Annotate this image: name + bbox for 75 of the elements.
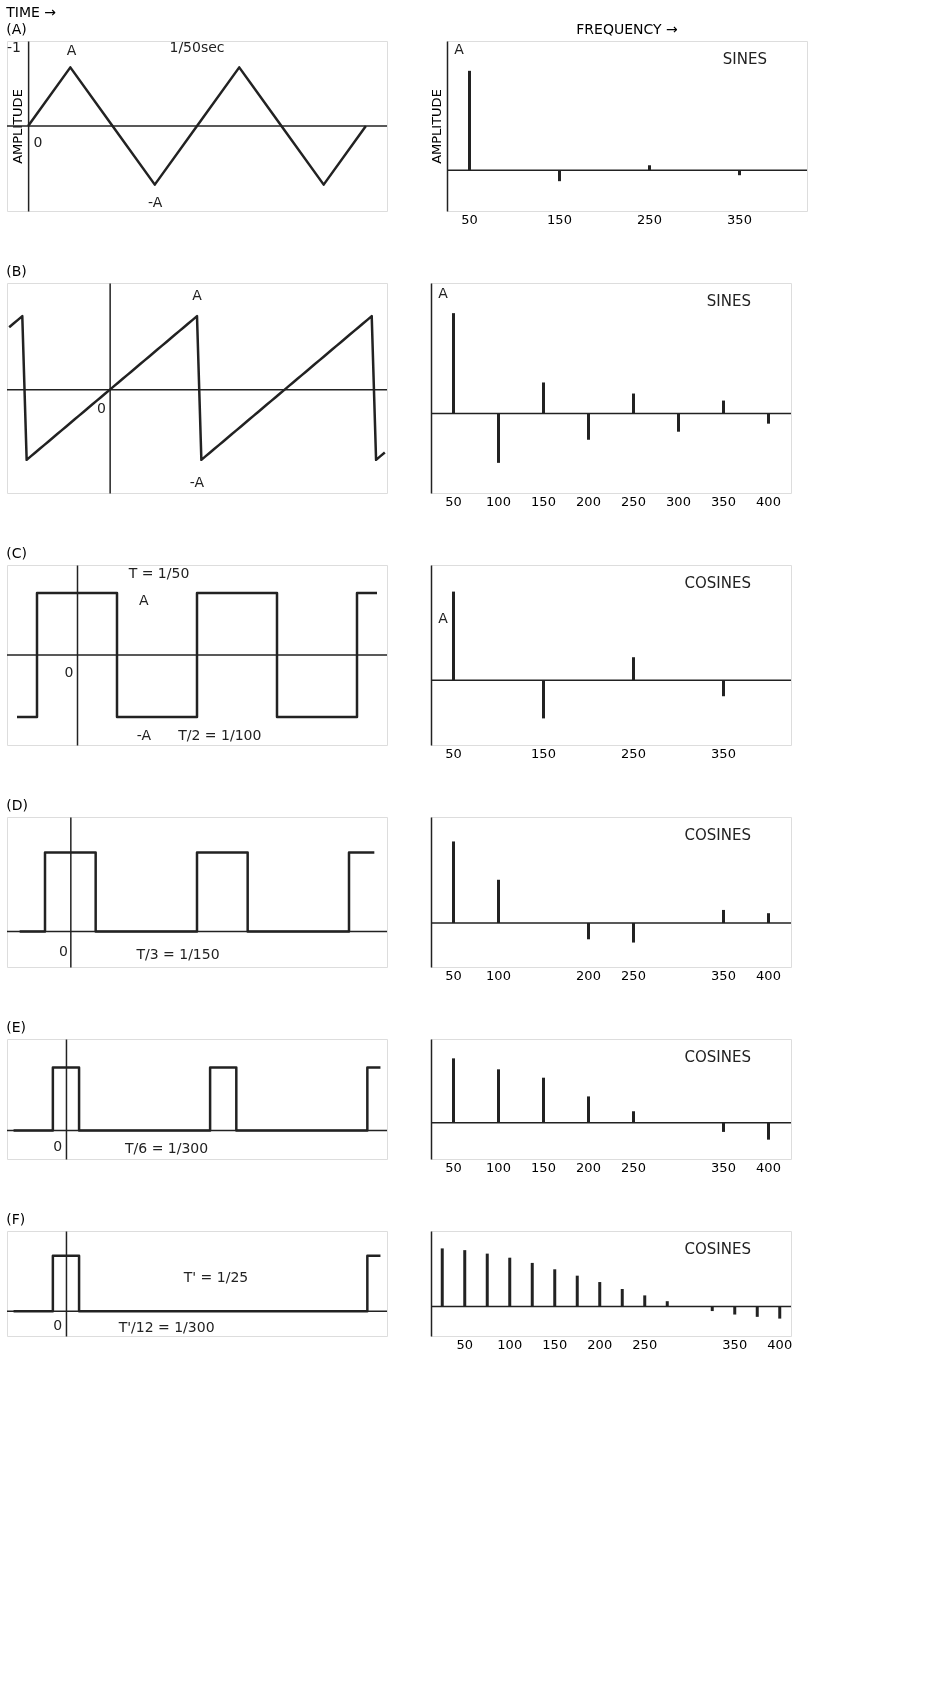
text: A bbox=[454, 40, 465, 57]
x-tick-label: 100 bbox=[486, 967, 511, 983]
annotation: A bbox=[139, 592, 150, 608]
text: T/6 = 1/300 bbox=[124, 1140, 209, 1157]
annotation: 0 bbox=[96, 400, 106, 416]
x-tick-label: 250 bbox=[621, 745, 646, 761]
text: 0 bbox=[53, 1138, 63, 1154]
x-tick-label: 350 bbox=[727, 211, 752, 227]
chart-title: TIME → bbox=[5, 3, 57, 20]
x-tick-label: 100 bbox=[486, 1159, 511, 1175]
x-tick-label: 400 bbox=[767, 1336, 793, 1352]
x-tick-label: 150 bbox=[531, 745, 556, 761]
chart-subtitle: (A) bbox=[6, 20, 27, 37]
annotation: COSINES bbox=[684, 1240, 751, 1258]
x-tick-label: 50 bbox=[461, 211, 478, 227]
x-tick-label: 200 bbox=[576, 493, 601, 509]
text: 1/50sec bbox=[169, 38, 225, 55]
x-tick-label: 400 bbox=[756, 493, 781, 509]
chart-subtitle: (B) bbox=[6, 263, 27, 279]
y-axis-title: AMPLITUDE bbox=[9, 89, 25, 164]
x-tick-label: 150 bbox=[531, 493, 556, 509]
text: -1 bbox=[7, 38, 21, 55]
text: T/3 = 1/150 bbox=[135, 946, 220, 962]
x-tick-label: 150 bbox=[542, 1336, 568, 1352]
x-tick-label: 350 bbox=[711, 745, 736, 761]
x-tick-label: 200 bbox=[576, 967, 601, 983]
x-tick-label: 250 bbox=[621, 1159, 646, 1175]
text: A bbox=[438, 284, 449, 301]
chart-subtitle: (E) bbox=[6, 1019, 27, 1035]
x-tick-label: 100 bbox=[497, 1336, 523, 1352]
annotation: 0 bbox=[33, 134, 43, 150]
x-tick-label: 400 bbox=[756, 1159, 781, 1175]
annotation: A bbox=[438, 610, 449, 626]
x-tick-label: 350 bbox=[711, 967, 736, 983]
x-tick-label: 300 bbox=[666, 493, 691, 509]
annotation: COSINES bbox=[684, 826, 751, 844]
chart-subtitle: (D) bbox=[6, 797, 28, 813]
text: -A bbox=[148, 193, 163, 210]
x-tick-label: 50 bbox=[445, 745, 462, 761]
text: A bbox=[66, 42, 77, 59]
x-tick-label: 350 bbox=[722, 1336, 748, 1352]
x-tick-label: 200 bbox=[587, 1336, 613, 1352]
text: -A bbox=[136, 727, 152, 743]
text: -A bbox=[189, 473, 205, 490]
text: T'/12 = 1/300 bbox=[117, 1318, 215, 1335]
x-tick-label: 400 bbox=[756, 967, 781, 983]
x-tick-label: 250 bbox=[632, 1336, 658, 1352]
text: SINES bbox=[706, 292, 751, 310]
x-tick-label: 100 bbox=[486, 493, 511, 509]
annotation: COSINES bbox=[684, 574, 751, 592]
annotation: COSINES bbox=[684, 1048, 751, 1066]
x-tick-label: 150 bbox=[547, 211, 572, 227]
x-tick-label: 250 bbox=[637, 211, 662, 227]
x-tick-label: 50 bbox=[445, 1159, 462, 1175]
text: SINES bbox=[722, 50, 767, 68]
x-tick-label: 150 bbox=[531, 1159, 556, 1175]
annotation: T' = 1/25 bbox=[182, 1269, 249, 1286]
x-tick-label: 350 bbox=[711, 493, 736, 509]
text: T = 1/50 bbox=[127, 565, 190, 581]
text: A bbox=[192, 286, 203, 303]
x-tick-label: 50 bbox=[445, 967, 462, 983]
annotation: 0 bbox=[64, 664, 74, 680]
x-tick-label: 50 bbox=[456, 1336, 474, 1352]
chart-title: FREQUENCY → bbox=[576, 21, 678, 37]
text: T/2 = 1/100 bbox=[177, 727, 262, 743]
chart-subtitle: (C) bbox=[6, 545, 27, 561]
chart-subtitle: (F) bbox=[6, 1211, 26, 1227]
x-tick-label: 250 bbox=[621, 967, 646, 983]
text: 0 bbox=[58, 943, 68, 959]
x-tick-label: 200 bbox=[576, 1159, 601, 1175]
y-axis-title: AMPLITUDE bbox=[428, 89, 444, 164]
x-tick-label: 250 bbox=[621, 493, 646, 509]
x-tick-label: 50 bbox=[445, 493, 462, 509]
x-tick-label: 350 bbox=[711, 1159, 736, 1175]
text: 0 bbox=[53, 1316, 63, 1333]
